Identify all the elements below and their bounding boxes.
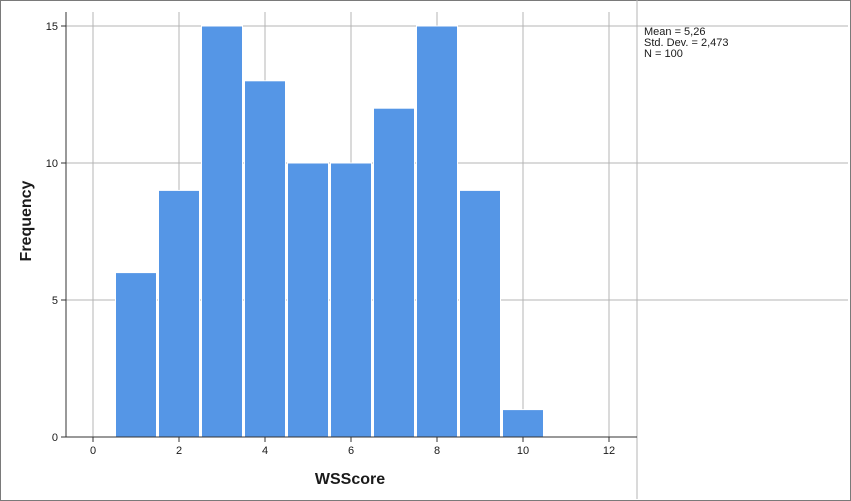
y-tick-label: 0: [52, 432, 58, 444]
histogram-bar: [373, 107, 415, 438]
x-tick-label: 8: [434, 445, 440, 457]
histogram-bars: [115, 25, 544, 438]
y-tick-label: 10: [46, 158, 58, 170]
x-tick-label: 12: [603, 445, 615, 457]
stats-mean: Mean = 5,26: [644, 26, 705, 38]
x-tick-label: 4: [262, 445, 268, 457]
x-axis-title: WSScore: [315, 471, 385, 488]
x-tick-label: 6: [348, 445, 354, 457]
stats-n: N = 100: [644, 48, 683, 60]
x-tick-label: 0: [90, 445, 96, 457]
y-tick-label: 15: [46, 21, 58, 33]
tick-labels: 0 5 10 15 0 2 4 6 8 10 12: [46, 21, 615, 457]
y-axis-title: Frequency: [18, 180, 35, 261]
histogram-bar: [244, 80, 286, 438]
x-tick-label: 10: [517, 445, 529, 457]
histogram-bar: [201, 25, 243, 438]
histogram-bar: [330, 162, 372, 438]
statistics-box: Mean = 5,26 Std. Dev. = 2,473 N = 100: [644, 26, 729, 60]
histogram-bar: [287, 162, 329, 438]
x-tick-label: 2: [176, 445, 182, 457]
histogram-bar: [158, 189, 200, 438]
histogram-bar: [115, 272, 157, 438]
histogram-bar: [459, 189, 501, 438]
histogram-bar: [416, 25, 458, 438]
y-tick-label: 5: [52, 295, 58, 307]
stats-std-dev: Std. Dev. = 2,473: [644, 37, 729, 49]
histogram-bar: [502, 409, 544, 438]
axes: [61, 12, 637, 442]
